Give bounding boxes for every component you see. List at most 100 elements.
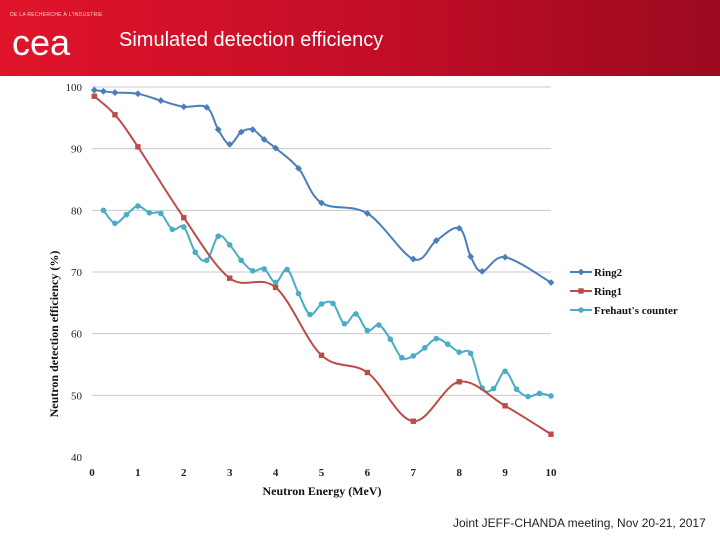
series-frehaut-s-counter-point-8 (192, 249, 199, 256)
series-frehaut-s-counter-point-32 (467, 350, 474, 357)
series-ring2-point-9 (237, 128, 245, 136)
y-tick-labels: 40 50 60 70 80 90 100 (66, 82, 83, 464)
series-frehaut-s-counter-point-38 (536, 390, 543, 397)
series-frehaut-s-counter-point-22 (353, 311, 359, 317)
x-tick-5: 5 (319, 467, 325, 479)
series-ring2-point-21 (501, 253, 509, 261)
series-ring1-point-10 (502, 403, 508, 409)
y-tick-60: 60 (71, 329, 83, 341)
series-ring2-point-15 (364, 210, 371, 217)
series-frehaut-s-counter-point-36 (513, 386, 520, 392)
series-ring2-point-20 (478, 267, 486, 275)
y-tick-80: 80 (71, 205, 83, 217)
series-ring2-point-11 (260, 136, 268, 143)
series-ring1-point-2 (135, 144, 141, 150)
page-title: Simulated detection efficiency (119, 29, 384, 51)
series-ring1-line (93, 95, 552, 436)
x-tick-6: 6 (365, 467, 371, 479)
series-frehaut-s-counter-point-10 (215, 233, 222, 240)
series-frehaut-s-counter-point-27 (410, 353, 417, 359)
series-ring2 (90, 86, 555, 286)
series-frehaut-s-counter-point-6 (169, 226, 176, 233)
series-frehaut-s-counter-point-20 (330, 300, 336, 307)
series-frehaut-s-counter-point-15 (272, 279, 279, 286)
x-tick-9: 9 (502, 467, 508, 479)
series-frehaut-s-counter-point-34 (490, 385, 497, 392)
series-frehaut-s-counter-point-23 (364, 327, 371, 334)
x-tick-2: 2 (181, 467, 187, 479)
series-frehaut-s-counter-point-16 (284, 266, 290, 273)
chart-legend: Ring2 Ring1 Frehaut's counter (570, 267, 678, 317)
series-ring1-point-1 (112, 112, 118, 118)
series-frehaut-s-counter-point-28 (421, 345, 428, 351)
x-axis-label: Neutron Energy (MeV) (262, 484, 381, 498)
series-ring2-point-19 (467, 253, 475, 260)
series-ring1-point-4 (227, 275, 233, 281)
series-frehaut-s-counter-point-26 (399, 354, 405, 361)
chart-grid (92, 86, 551, 396)
legend-ring1-label: Ring1 (594, 286, 622, 298)
logo-tagline: DE LA RECHERCHE À L'INDUSTRIE (10, 12, 103, 18)
series-frehaut-s-counter-point-21 (341, 321, 348, 327)
series-frehaut-s-counter-point-14 (261, 266, 267, 272)
chart-series (90, 86, 555, 437)
legend-frehaut-s-counter-swatch-marker (578, 307, 584, 313)
x-tick-10: 10 (546, 467, 558, 479)
series-frehaut-s-counter-point-4 (146, 210, 153, 216)
series-ring2-point-4 (157, 97, 165, 104)
series-ring2-point-17 (432, 237, 440, 244)
footer-text: Joint JEFF-CHANDA meeting, Nov 20-21, 20… (453, 516, 706, 530)
y-tick-90: 90 (71, 144, 83, 156)
header-bar: DE LA RECHERCHE À L'INDUSTRIE cea Simula… (0, 0, 720, 76)
x-tick-8: 8 (456, 467, 462, 479)
series-frehaut-s-counter-point-35 (502, 368, 508, 375)
series-ring1-point-9 (456, 379, 462, 385)
legend-ring2: Ring2 (570, 267, 623, 279)
x-tick-7: 7 (411, 467, 417, 479)
series-ring1-point-0 (91, 93, 97, 99)
series-frehaut-s-counter-point-29 (433, 335, 440, 342)
series-ring1-point-3 (181, 215, 187, 221)
series-frehaut-s-counter-point-19 (318, 301, 325, 307)
y-tick-100: 100 (66, 82, 83, 94)
y-tick-70: 70 (71, 267, 83, 279)
series-ring2-point-2 (111, 89, 119, 96)
x-tick-1: 1 (135, 467, 141, 479)
series-ring2-point-13 (295, 165, 302, 172)
series-frehaut-s-counter-point-30 (444, 341, 451, 347)
series-ring2-point-16 (409, 255, 417, 263)
legend-frehaut-s-counter: Frehaut's counter (570, 305, 678, 317)
legend-ring2-label: Ring2 (594, 267, 623, 279)
series-ring2-point-10 (249, 126, 257, 133)
x-tick-4: 4 (273, 467, 279, 479)
series-ring2-point-18 (455, 224, 463, 232)
series-ring2-point-3 (134, 90, 142, 98)
series-frehaut-s-counter-point-31 (456, 349, 463, 355)
series-frehaut-s-counter-point-11 (226, 242, 233, 248)
series-frehaut-s-counter-line (102, 205, 552, 398)
series-ring2-point-14 (318, 199, 325, 207)
y-axis-label: Neutron detection efficiency (%) (47, 251, 61, 418)
x-tick-labels: 0 1 2 3 4 5 6 7 8 9 10 (89, 467, 557, 479)
efficiency-chart: 40 50 60 70 80 90 100 0 1 2 3 4 5 6 7 8 9 10 Ring2 Ring1 F… (47, 82, 678, 498)
series-ring2-point-12 (272, 144, 279, 152)
series-ring1-point-7 (364, 369, 371, 376)
series-frehaut-s-counter-point-1 (112, 220, 118, 227)
series-ring2-point-22 (547, 279, 555, 286)
series-frehaut-s-counter-point-13 (249, 267, 256, 274)
y-tick-40: 40 (71, 452, 83, 464)
cea-logo: cea (12, 22, 71, 63)
series-ring2-point-8 (226, 140, 234, 148)
legend-ring2-swatch-marker (577, 268, 585, 276)
series-ring1-point-11 (548, 431, 554, 437)
series-ring1-point-5 (272, 284, 279, 291)
legend-ring1-swatch-marker (578, 288, 584, 294)
legend-frehaut-s-counter-label: Frehaut's counter (594, 305, 678, 317)
series-frehaut-s-counter-point-7 (181, 224, 187, 230)
series-frehaut-s-counter-point-0 (100, 207, 107, 214)
series-ring2-point-0 (90, 86, 98, 94)
series-frehaut-s-counter-point-9 (203, 257, 210, 264)
y-tick-50: 50 (71, 390, 83, 402)
series-frehaut-s-counter-point-3 (135, 203, 141, 209)
series-frehaut-s-counter-point-24 (376, 322, 382, 328)
